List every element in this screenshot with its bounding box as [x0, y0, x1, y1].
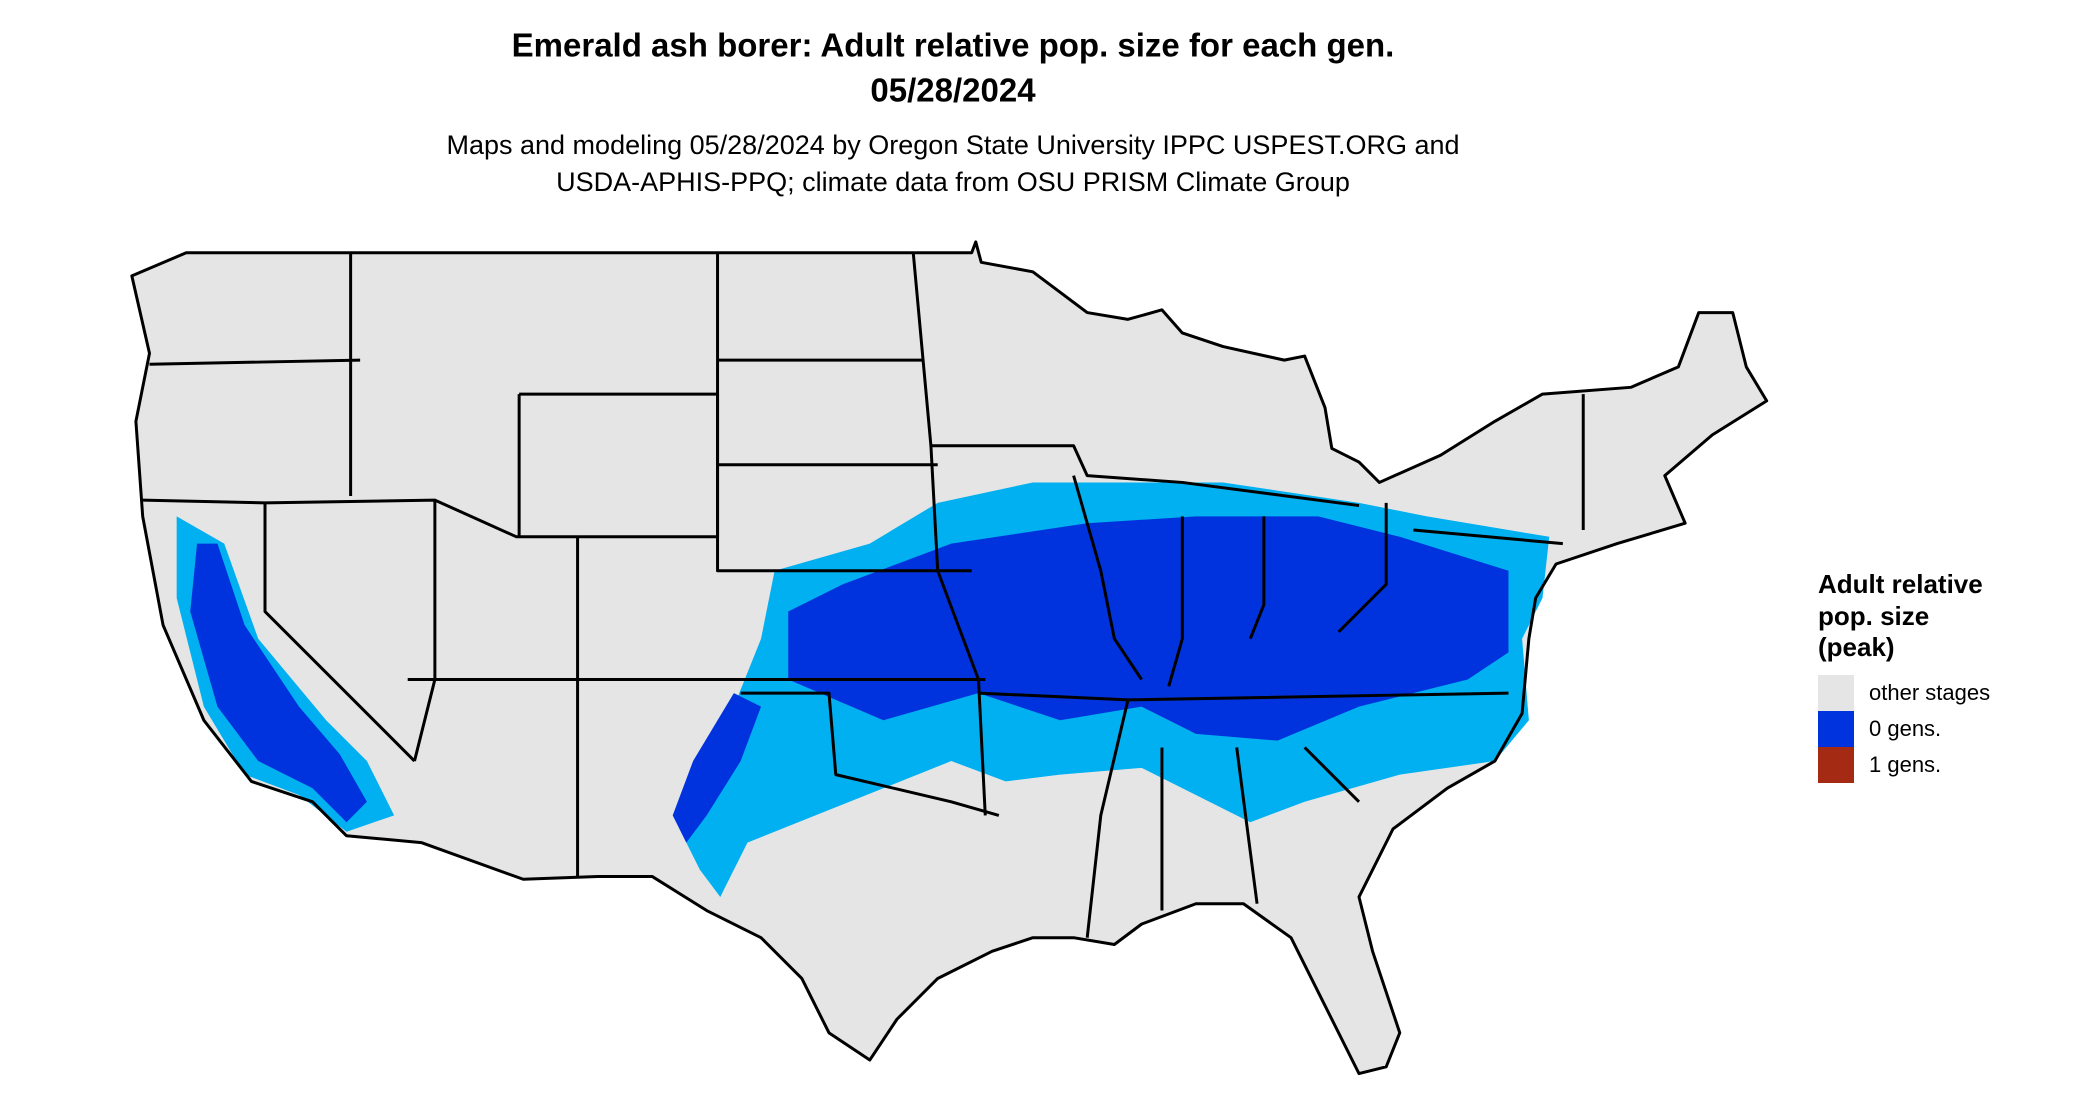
dark-blue-zone [788, 516, 1509, 741]
legend-swatch [1818, 711, 1854, 747]
dark-blue-zone [190, 543, 367, 823]
legend-title: (peak) [1818, 632, 1895, 662]
legend-label: other stages [1869, 680, 1990, 705]
legend-title: Adult relative [1818, 569, 1983, 599]
legend-label: 1 gens. [1869, 752, 1941, 777]
legend-title: pop. size [1818, 601, 1929, 631]
us-outline [130, 240, 1769, 1076]
subtitle-line: Maps and modeling 05/28/2024 by Oregon S… [446, 130, 1459, 160]
legend: other stages 0 gens. 1 gens. [1818, 675, 1990, 783]
state-borders [142, 252, 1585, 938]
legend-label: 0 gens. [1869, 716, 1941, 741]
legend-swatch [1818, 675, 1854, 711]
title: Emerald ash borer: Adult relative pop. s… [512, 27, 1395, 64]
dark-blue-zone [672, 693, 762, 843]
date: 05/28/2024 [870, 72, 1036, 109]
us-map [130, 240, 1769, 1076]
subtitle-line: USDA-APHIS-PPQ; climate data from OSU PR… [556, 167, 1350, 197]
legend-swatch [1818, 747, 1854, 783]
